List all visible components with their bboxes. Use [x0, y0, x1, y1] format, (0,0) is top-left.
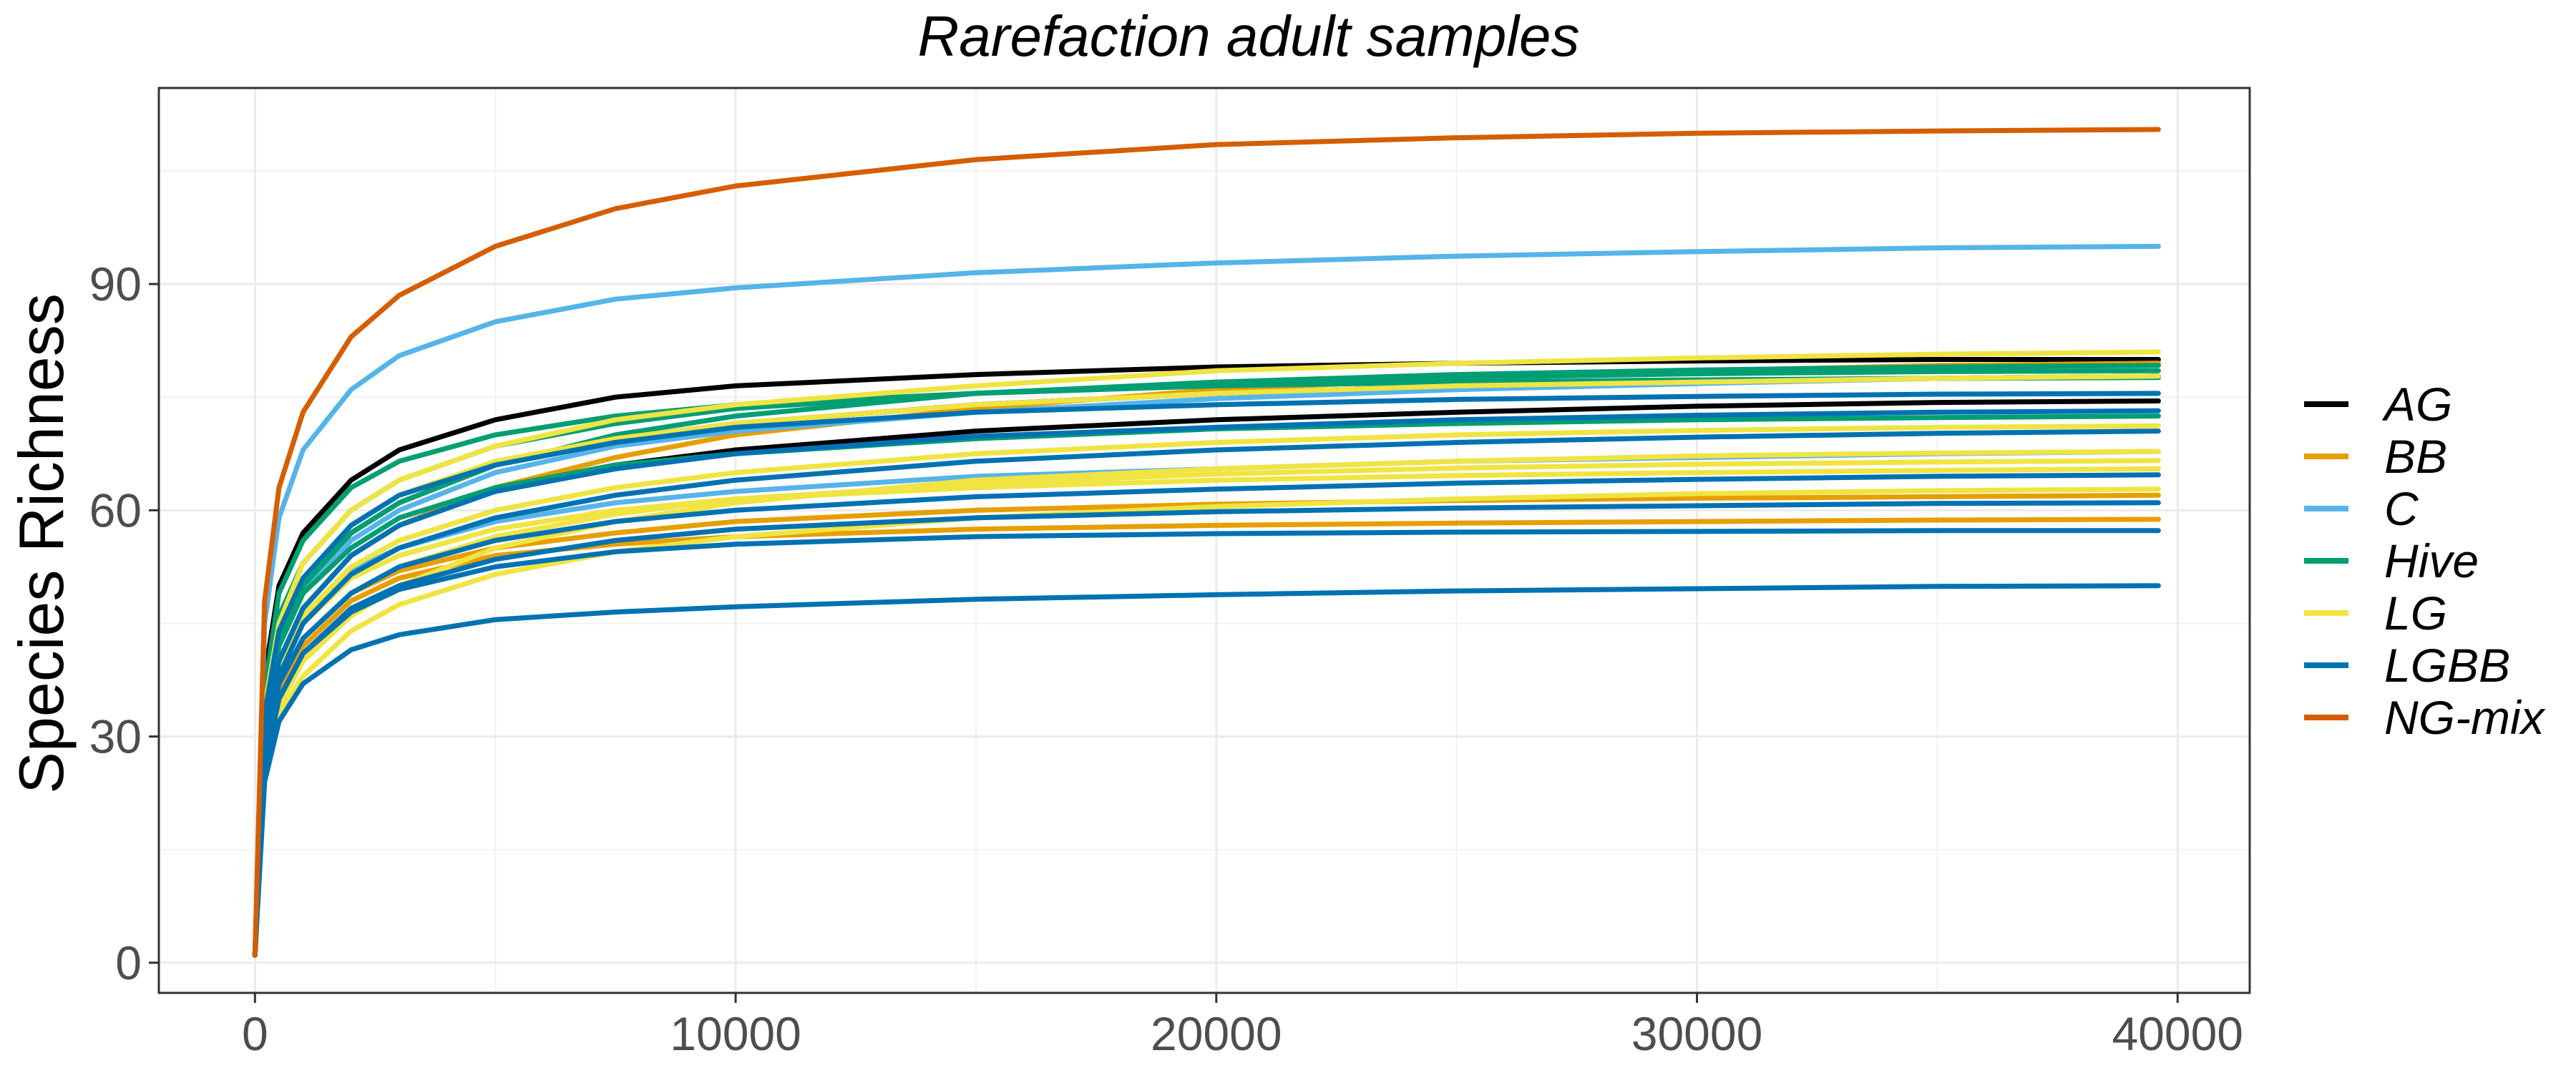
y-tick-label: 90 [89, 258, 142, 310]
x-axis: 0 10000 20000 30000 40000 [242, 993, 2243, 1060]
series-layer [252, 127, 2161, 958]
series-line-lgbb [252, 500, 2161, 958]
y-tick-label: 30 [89, 710, 142, 763]
series-line-hive [252, 375, 2161, 958]
legend-label-lg: LG [2384, 587, 2447, 640]
legend-label-lgbb: LGBB [2384, 639, 2510, 692]
x-tick-label: 40000 [2112, 1007, 2243, 1060]
x-tick-label: 10000 [670, 1007, 801, 1060]
series-line-lg [252, 349, 2161, 958]
legend-label-bb: BB [2384, 430, 2447, 483]
x-tick-label: 30000 [1631, 1007, 1763, 1060]
series-line-bb [252, 516, 2161, 958]
series-line-lgbb [252, 391, 2161, 958]
series-line-hive [252, 363, 2161, 958]
legend-label-ag: AG [2381, 378, 2452, 431]
legend-label-ng-mix: NG-mix [2384, 691, 2546, 744]
y-tick-label: 0 [115, 936, 142, 989]
series-line-c [252, 243, 2161, 958]
series-line-lgbb [252, 428, 2161, 958]
y-axis-label: Species Richness [6, 293, 77, 793]
series-line-lgbb [252, 472, 2161, 958]
plot-panel-border [157, 87, 2251, 994]
legend-label-hive: Hive [2384, 534, 2479, 587]
series-line-lgbb [252, 408, 2161, 958]
y-tick-label: 60 [89, 484, 142, 536]
x-tick-label: 0 [242, 1007, 268, 1060]
series-line-ng-mix [252, 127, 2161, 958]
chart-title: Rarefaction adult samples [918, 4, 1580, 68]
series-line-lgbb [252, 583, 2161, 958]
x-tick-label: 20000 [1151, 1007, 1282, 1060]
y-axis: 0 30 60 90 [89, 258, 159, 989]
series-line-hive [252, 413, 2161, 958]
legend-label-c: C [2384, 482, 2419, 535]
grid-major [159, 88, 2250, 993]
